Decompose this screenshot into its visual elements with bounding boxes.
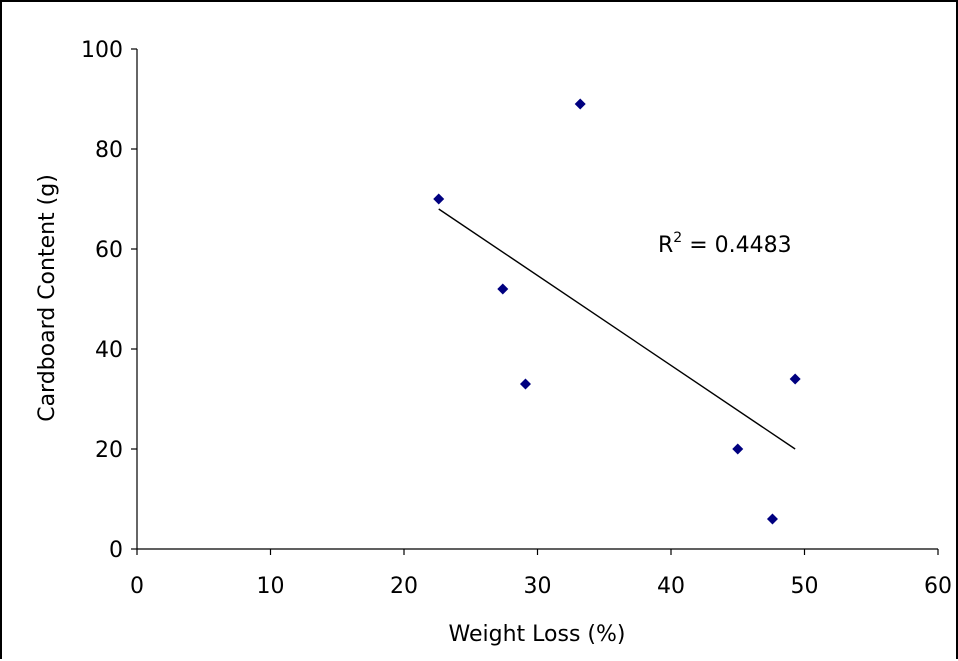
r2-letter: R <box>658 233 673 258</box>
x-tick-label: 50 <box>791 574 819 599</box>
y-tick-label: 100 <box>81 38 123 63</box>
x-tick-label: 30 <box>524 574 552 599</box>
data-points <box>433 98 801 525</box>
data-point <box>789 373 801 385</box>
y-tick-label: 20 <box>95 438 123 463</box>
data-point <box>433 193 445 205</box>
x-tick-label: 20 <box>390 574 418 599</box>
data-point <box>519 378 531 390</box>
y-tick-label: 40 <box>95 338 123 363</box>
y-tick-label: 80 <box>95 138 123 163</box>
r2-superscript: 2 <box>673 230 682 246</box>
data-point <box>732 443 744 455</box>
x-tick-label: 0 <box>130 574 144 599</box>
y-axis-label: Cardboard Content (g) <box>35 174 60 422</box>
r2-value: = 0.4483 <box>682 233 791 258</box>
x-axis-ticks: 0 10 20 30 40 50 60 <box>130 549 952 599</box>
x-tick-label: 60 <box>924 574 952 599</box>
x-tick-label: 40 <box>657 574 685 599</box>
axes <box>136 49 938 550</box>
trendline-group <box>438 208 796 450</box>
x-tick-label: 10 <box>257 574 285 599</box>
data-point <box>766 513 778 525</box>
trendline <box>438 208 796 450</box>
data-point <box>497 283 509 295</box>
y-tick-label: 60 <box>95 238 123 263</box>
x-axis-label: Weight Loss (%) <box>449 622 626 647</box>
y-axis-ticks: 0 20 40 60 80 100 <box>81 38 137 563</box>
data-point <box>574 98 586 110</box>
y-tick-label: 0 <box>109 538 123 563</box>
r-squared-annotation: R2 = 0.4483 <box>658 230 792 258</box>
